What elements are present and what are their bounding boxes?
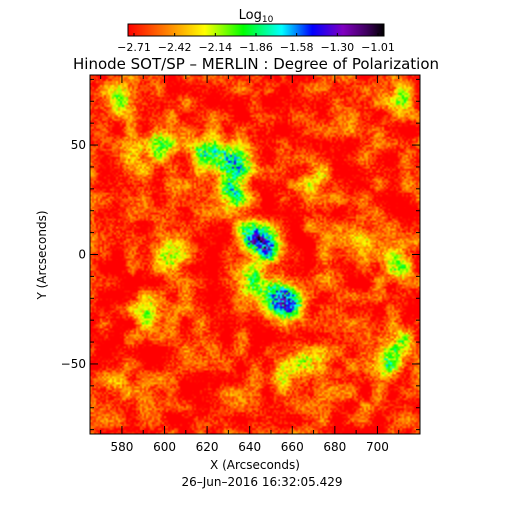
colorbar-ticks: −2.71 −2.42 −2.14 −1.86 −1.58 −1.30 −1.01 [117,33,395,54]
colorbar-tick-label: −1.01 [361,41,395,54]
colorbar-tick-label: −1.58 [280,41,314,54]
chart-title: Hinode SOT/SP – MERLIN : Degree of Polar… [73,55,439,73]
x-tick-label: 620 [196,440,219,454]
y-axis: −50 0 50 [61,78,420,431]
x-tick-label: 580 [110,440,133,454]
colorbar-tick-label: −2.14 [198,41,232,54]
timestamp-footer: 26–Jun–2016 16:32:05.429 [182,475,343,489]
x-tick-label: 640 [238,440,261,454]
colorbar-tick-label: −1.86 [239,41,273,54]
y-tick-label: 50 [71,138,86,152]
x-tick-label: 700 [366,440,389,454]
x-axis-label: X (Arcseconds) [210,458,300,472]
x-axis: 580 600 620 640 660 680 700 [100,75,421,454]
y-tick-label: 0 [78,248,86,262]
y-axis-label: Y (Arcseconds) [35,210,49,300]
colorbar-label: Log10 [239,8,274,25]
x-tick-label: 680 [323,440,346,454]
y-tick-label: −50 [61,357,86,371]
heatmap-image [90,75,420,434]
x-tick-label: 600 [153,440,176,454]
colorbar-tick-label: −1.30 [320,41,354,54]
colorbar-tick-label: −2.42 [158,41,192,54]
x-tick-label: 660 [281,440,304,454]
colorbar-tick-label: −2.71 [117,41,151,54]
